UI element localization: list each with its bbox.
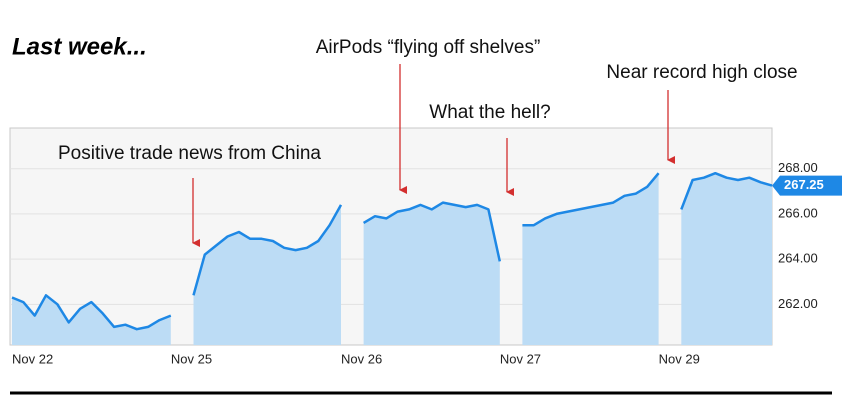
line <box>522 172 660 227</box>
x-tick-label: Nov 29 <box>659 351 700 366</box>
line <box>11 294 172 331</box>
last-price-label: 267.25 <box>784 177 824 192</box>
line <box>192 204 343 296</box>
chart-title: Last week... <box>12 33 147 60</box>
y-tick-label: 266.00 <box>778 205 818 220</box>
x-tick-label: Nov 22 <box>12 351 53 366</box>
area <box>681 173 772 345</box>
area <box>193 204 341 345</box>
x-tick-label: Nov 26 <box>341 351 382 366</box>
annotation: Near record high close <box>606 62 797 83</box>
y-tick-label: 268.00 <box>778 160 818 175</box>
line <box>362 201 502 262</box>
area <box>12 295 171 345</box>
area <box>363 202 500 345</box>
annotation: Positive trade news from China <box>58 143 321 164</box>
annotation: What the hell? <box>429 102 550 123</box>
y-tick-label: 262.00 <box>778 296 818 311</box>
y-tick-label: 264.00 <box>778 251 818 266</box>
line <box>680 171 773 210</box>
area <box>522 173 659 345</box>
x-tick-label: Nov 25 <box>171 351 212 366</box>
annotation: AirPods “flying off shelves” <box>316 37 541 58</box>
last-price-tag <box>772 175 842 196</box>
x-tick-label: Nov 27 <box>500 351 541 366</box>
